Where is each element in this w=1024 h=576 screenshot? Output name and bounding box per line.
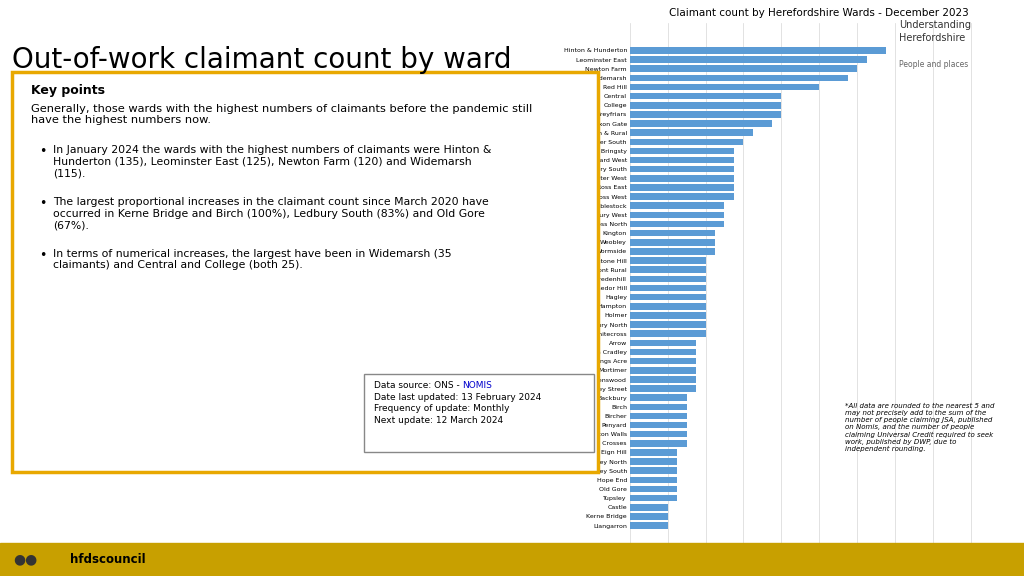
Text: Key points: Key points xyxy=(31,84,104,97)
Bar xyxy=(630,84,819,90)
Text: •: • xyxy=(39,145,46,158)
Bar xyxy=(630,495,677,502)
Bar xyxy=(630,267,706,273)
Text: In terms of numerical increases, the largest have been in Widemarsh (35
claimant: In terms of numerical increases, the lar… xyxy=(53,249,452,271)
Text: Generally, those wards with the highest numbers of claimants before the pandemic: Generally, those wards with the highest … xyxy=(31,104,532,126)
Text: The largest proportional increases in the claimant count since March 2020 have
o: The largest proportional increases in th… xyxy=(53,197,489,230)
Text: In January 2024 the wards with the highest numbers of claimants were Hinton &
Hu: In January 2024 the wards with the highe… xyxy=(53,145,492,179)
Text: •: • xyxy=(39,197,46,210)
Bar xyxy=(630,102,781,108)
Bar xyxy=(630,175,734,181)
Bar xyxy=(630,248,715,255)
Text: Frequency of update: Monthly: Frequency of update: Monthly xyxy=(374,404,509,414)
Bar xyxy=(630,294,706,301)
Bar xyxy=(630,130,753,136)
Bar xyxy=(630,404,686,410)
Bar xyxy=(630,504,668,510)
Bar xyxy=(630,211,725,218)
Text: Out-of-work claimant count by ward: Out-of-work claimant count by ward xyxy=(12,46,512,74)
Bar xyxy=(630,66,857,72)
Bar xyxy=(630,74,848,81)
Title: Claimant count by Herefordshire Wards - December 2023: Claimant count by Herefordshire Wards - … xyxy=(670,8,969,18)
Bar xyxy=(630,203,725,209)
Bar xyxy=(630,111,781,118)
Bar xyxy=(630,166,734,172)
Bar xyxy=(630,257,706,264)
Bar xyxy=(630,230,715,237)
Bar xyxy=(630,239,715,245)
Text: Data source: ONS -: Data source: ONS - xyxy=(374,381,463,391)
Bar xyxy=(630,422,686,429)
Bar xyxy=(630,138,743,145)
Bar xyxy=(630,157,734,164)
Text: hfdscouncil: hfdscouncil xyxy=(70,553,145,566)
Bar xyxy=(630,47,886,54)
Bar xyxy=(630,486,677,492)
Bar xyxy=(630,303,706,309)
Text: Understanding
Herefordshire: Understanding Herefordshire xyxy=(899,20,971,43)
Bar xyxy=(630,312,706,319)
Bar xyxy=(630,449,677,456)
Text: *All data are rounded to the nearest 5 and
may not precisely add to the sum of t: *All data are rounded to the nearest 5 a… xyxy=(845,403,994,452)
Bar xyxy=(630,376,696,382)
Bar xyxy=(630,458,677,465)
Bar xyxy=(630,367,696,373)
Bar xyxy=(630,468,677,474)
Bar xyxy=(630,93,781,100)
Bar xyxy=(630,194,734,200)
Bar xyxy=(630,358,696,365)
Text: NOMIS: NOMIS xyxy=(462,381,492,391)
Bar xyxy=(630,56,866,63)
Bar xyxy=(630,395,686,401)
Bar xyxy=(630,321,706,328)
Bar xyxy=(630,348,696,355)
Bar xyxy=(630,184,734,191)
Bar xyxy=(630,221,725,228)
Text: Date last updated: 13 February 2024: Date last updated: 13 February 2024 xyxy=(374,393,541,402)
Bar xyxy=(630,147,734,154)
Bar xyxy=(630,120,772,127)
Text: Next update: 12 March 2024: Next update: 12 March 2024 xyxy=(374,416,503,425)
Bar xyxy=(630,476,677,483)
Text: •: • xyxy=(39,249,46,262)
Bar xyxy=(630,412,686,419)
Bar xyxy=(630,522,668,529)
Bar xyxy=(630,385,696,392)
Text: ●●: ●● xyxy=(13,552,38,566)
Bar xyxy=(630,339,696,346)
Bar xyxy=(630,275,706,282)
Bar xyxy=(630,431,686,438)
Bar xyxy=(630,440,686,446)
Text: People and places: People and places xyxy=(899,60,969,70)
Bar xyxy=(630,513,668,520)
Bar xyxy=(630,285,706,291)
Bar xyxy=(630,331,706,337)
